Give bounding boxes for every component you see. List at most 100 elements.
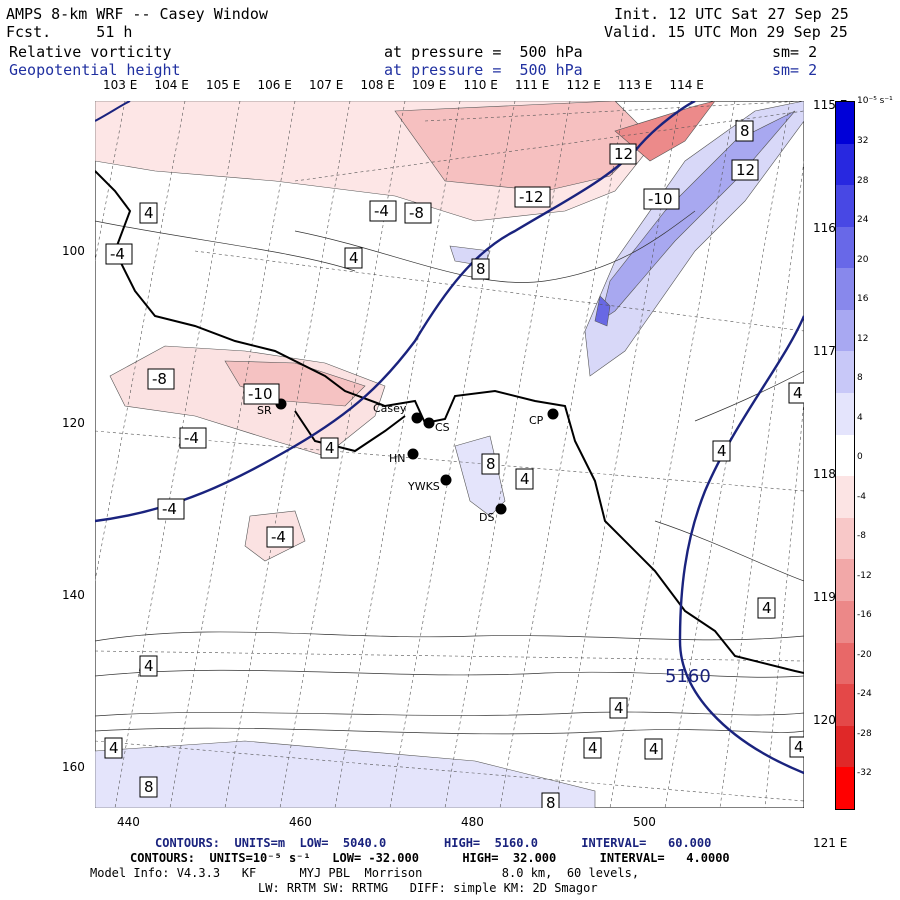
contour-label-box (471, 258, 490, 280)
x-axis-label: 480 (461, 815, 484, 829)
longitude-label: 106 E (257, 78, 292, 92)
footer-contour-label: CONTOURS: (155, 836, 221, 850)
footer-low: LOW= 5040.0 (299, 836, 387, 850)
height-label: 5160 (665, 666, 711, 687)
longitude-label: 107 E (309, 78, 344, 92)
contour-label-box (139, 202, 158, 224)
longitude-label: 114 E (669, 78, 704, 92)
colorbar-tick: 16 (857, 294, 869, 304)
colorbar-tick: -24 (857, 689, 872, 699)
longitude-label-right: 121 E (813, 836, 848, 850)
longitude-label: 111 E (515, 78, 550, 92)
y-axis-label: 160 (62, 760, 85, 774)
contour-label-box (735, 120, 754, 142)
contour-label: 8 (476, 260, 486, 278)
contour-label-box (266, 526, 294, 548)
colorbar-tick: 4 (857, 412, 863, 423)
contour-label-box (643, 188, 680, 210)
colorbar-swatch (836, 559, 854, 601)
longitude-label: 103 E (103, 78, 138, 92)
contour-value-labels: -4 4 4 -4 -8 -12 8 12 -10 8 12 -8 -10 -4 4 -4 -4 8 4 4 4 4 4 4 4… (104, 120, 804, 808)
contour-label-box (609, 143, 637, 165)
contour-label: 4 (717, 442, 727, 460)
longitude-label: 104 E (154, 78, 189, 92)
x-axis-label: 500 (633, 815, 656, 829)
contour-label: -10 (648, 190, 673, 208)
field1-level: at pressure = 500 hPa (384, 43, 583, 61)
colorbar-tick: -8 (857, 531, 866, 541)
init-time: Init. 12 UTC Sat 27 Sep 25 (614, 5, 849, 23)
colorbar-tick: 28 (857, 175, 869, 186)
footer-line3: Model Info: V4.3.3 KF MYJ PBL Morrison 8… (90, 866, 640, 880)
station-label: DS (479, 511, 494, 524)
colorbar-tick: 32 (857, 136, 869, 146)
contour-label-box (105, 243, 133, 265)
colorbar-tick: -4 (857, 491, 866, 502)
contour-label-box (320, 437, 339, 459)
contour-label-box (789, 736, 804, 758)
contour-label-box (514, 186, 551, 208)
station-marker (547, 408, 559, 420)
contour-label: 4 (144, 204, 154, 222)
contour-label: 4 (144, 657, 154, 675)
contour-label: 8 (144, 778, 154, 796)
height-contour-top (95, 101, 131, 122)
contour-label: 4 (794, 738, 804, 756)
colorbar-tick: -28 (857, 728, 872, 739)
colorbar-tick: -20 (857, 649, 872, 660)
contour-label: 4 (349, 249, 359, 267)
contour-label-box (757, 597, 776, 619)
colorbar-swatch (836, 725, 854, 768)
field1-smooth: sm= 2 (772, 43, 818, 61)
colorbar-swatch (836, 476, 854, 518)
station-label: CP (529, 414, 544, 427)
contour-label-box (541, 792, 560, 808)
footer-line4: LW: RRTM SW: RRTMG DIFF: simple KM: 2D S… (258, 881, 598, 895)
colorbar-swatch (836, 102, 854, 144)
contour-label-box (788, 382, 804, 404)
station-marker (411, 412, 423, 424)
longitude-label: 112 E (566, 78, 601, 92)
field2-level: at pressure = 500 hPa (384, 61, 583, 79)
colorbar-swatch (836, 684, 854, 726)
colorbar-tick: -32 (857, 768, 872, 778)
y-axis-label: 100 (62, 244, 85, 258)
field1-name: Relative vorticity (9, 43, 172, 61)
contour-label: 4 (588, 739, 598, 757)
contour-label-box (731, 159, 759, 181)
footer-line1: CONTOURS: UNITS=m LOW= 5040.0 HIGH= 5160… (155, 836, 711, 850)
contour-label: 4 (520, 470, 530, 488)
colorbar (835, 101, 855, 810)
contour-label-box (104, 737, 123, 759)
colorbar-tick: -12 (857, 570, 872, 581)
contour-label-box (712, 440, 731, 462)
colorbar-swatch (836, 143, 854, 186)
contour-label: 8 (740, 122, 750, 140)
contour-label-box (344, 247, 363, 269)
colorbar-unit: 10⁻⁵ s⁻¹ (857, 96, 893, 106)
contour-label-box (369, 200, 397, 222)
footer-high: HIGH= 5160.0 (444, 836, 538, 850)
negative-vorticity-core (394, 101, 651, 192)
contour-label: -4 (271, 528, 286, 546)
x-axis-label: 460 (289, 815, 312, 829)
positive-vorticity-bottom (95, 740, 596, 808)
contour-label: -4 (110, 245, 125, 263)
contour-label-box (243, 383, 280, 405)
station-label: Casey (373, 402, 407, 415)
positive-vorticity-max (594, 295, 611, 327)
height-contour-5160 (678, 315, 804, 775)
station-marker (423, 417, 435, 429)
contour-label: -4 (184, 429, 199, 447)
colorbar-swatch (836, 642, 854, 685)
colorbar-swatch (836, 434, 854, 477)
contour-label-box (644, 738, 663, 760)
station-label: SR (257, 404, 272, 417)
x-axis-label: 440 (117, 815, 140, 829)
contour-label: -4 (374, 202, 389, 220)
station-marker (407, 448, 419, 460)
colorbar-tick: 0 (857, 452, 863, 462)
colorbar-swatch (836, 767, 854, 809)
contour-label-box (147, 368, 175, 390)
